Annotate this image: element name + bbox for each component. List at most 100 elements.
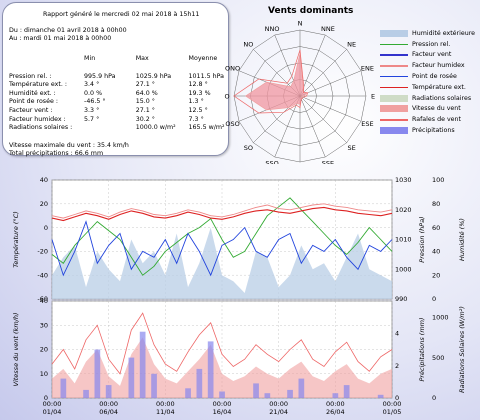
y-label-left: Vitesse du vent (km/h) <box>12 312 20 386</box>
stats-label: Radiations solaires : <box>9 124 73 132</box>
rose-direction-label: ENE <box>361 64 374 72</box>
rose-direction-label: NNE <box>321 25 335 33</box>
stats-label: Température ext. : <box>9 81 67 89</box>
legend-label: Humidité extérieure <box>412 29 476 37</box>
x-tick-time: 00:00 <box>213 400 232 408</box>
y-tick-left: 0 <box>44 394 48 402</box>
stats-table: Min Max Moyenne Pression rel. : 995.9 hPa… <box>9 55 228 132</box>
rose-spoke <box>299 49 347 97</box>
rose-direction-label: NO <box>243 41 253 49</box>
legend-swatch <box>380 29 408 37</box>
x-tick-time: 00:00 <box>99 400 118 408</box>
series-humidity <box>52 227 392 299</box>
series-humidex <box>51 203 393 219</box>
legend-item-humidex: Facteur humidex <box>380 60 475 71</box>
y-tick-left: 20 <box>40 346 48 354</box>
y-label-left: Température (°C) <box>12 211 20 268</box>
y-tick-left: 30 <box>40 321 48 329</box>
y-tick-right2: 0 <box>432 394 436 402</box>
legend-label: Pression rel. <box>412 40 451 48</box>
precip-bar <box>60 378 67 398</box>
rose-direction-label: SSO <box>265 160 278 164</box>
stats-avg: 165.5 w/m² <box>188 124 225 132</box>
max-wind: Vitesse maximale du vent : 35.4 km/h <box>9 142 129 149</box>
y-tick-right: 2 <box>395 362 399 370</box>
x-tick-date: 11/04 <box>156 408 175 416</box>
stats-label: Point de rosée : <box>9 98 58 106</box>
legend-swatch <box>380 94 408 102</box>
precip-bar <box>287 389 293 398</box>
x-tick-date: 21/04 <box>269 408 288 416</box>
y-tick-right: 4 <box>395 330 399 338</box>
precip-bar <box>377 394 384 398</box>
rose-direction-label: NNO <box>265 25 280 33</box>
rose-spoke <box>299 95 326 158</box>
rose-direction-label: SE <box>348 144 356 152</box>
stats-label: Pression rel. : <box>9 72 52 80</box>
stats-avg: 12.8 ° <box>188 81 208 89</box>
precip-bar <box>105 385 112 398</box>
stats-label: Facteur vent : <box>9 106 53 114</box>
stats-max: 1025.9 hPa <box>135 72 172 80</box>
stats-avg: 1011.5 hPa <box>188 72 224 80</box>
stats-avg: 7.3 ° <box>188 115 204 123</box>
wind-rose: NNNENEENEEESESESSESSSOSOOSOOONONONNO <box>224 19 375 164</box>
y-tick-right2: 1000 <box>432 313 449 321</box>
stats-row: Facteur vent : 3.3 ° 27.1 ° 12.5 ° <box>9 107 228 116</box>
legend-swatch <box>380 73 408 80</box>
stats-label: Humidité ext. : <box>9 89 56 97</box>
rose-direction-label: SSE <box>322 160 334 164</box>
y-tick-right: 1000 <box>395 265 412 273</box>
stats-row: Radiations solaires : 1000.0 w/m² 165.5 w/… <box>9 124 228 133</box>
rose-direction-label: ESE <box>361 120 373 128</box>
legend-label: Vitesse du vent <box>412 105 461 113</box>
rose-spoke <box>299 34 326 97</box>
precip-bar <box>207 341 214 398</box>
rose-direction-label: N <box>298 19 303 27</box>
stats-label: Facteur humidex : <box>9 115 66 123</box>
rose-direction-label: SO <box>244 144 253 152</box>
stats-row: Humidité ext. : 0.0 % 64.0 % 19.3 % <box>9 89 228 98</box>
y-label-right2: Humidité (%) <box>458 218 466 261</box>
stats-row: Pression rel. : 995.9 hPa 1025.9 hPa 1011.5… <box>9 72 228 81</box>
precip-bar <box>185 388 191 398</box>
legend-label: Radiations solaires <box>412 94 472 102</box>
report-generated: Rapport généré le mercredi 02 mai 2018 à… <box>43 11 200 18</box>
rose-direction-label: ONO <box>225 64 240 72</box>
time-series-chart: -60-40-200204099010001010102010300204060… <box>12 176 466 416</box>
y-label-right: Précipitations (mm) <box>418 317 426 381</box>
legend-item-precip: Précipitations <box>380 125 475 136</box>
legend-swatch <box>380 116 408 123</box>
stats-max: 64.0 % <box>135 89 158 97</box>
legend-item-humidity: Humidité extérieure <box>380 28 475 39</box>
stats-col-max: Max <box>135 55 149 63</box>
rose-spoke <box>299 70 362 97</box>
precip-bar <box>332 393 339 398</box>
stats-max: 27.1 ° <box>135 106 155 114</box>
rose-direction-label: OSO <box>225 120 239 128</box>
legend-label: Précipitations <box>412 127 455 135</box>
y-tick-left: 40 <box>40 176 48 184</box>
stats-avg: 19.3 % <box>188 89 211 97</box>
y-tick-right: 990 <box>395 295 407 303</box>
series-wind-speed <box>52 337 392 398</box>
rose-spoke <box>299 95 347 143</box>
precip-bar <box>343 385 350 398</box>
stats-row: Point de rosée : -46.5 ° 15.0 ° 1.3 ° <box>9 98 228 107</box>
x-tick-time: 00:00 <box>156 400 175 408</box>
x-tick-date: 01/05 <box>383 408 402 416</box>
precip-bar <box>151 373 157 399</box>
legend-label: Température ext. <box>412 83 466 91</box>
precip-bar <box>264 393 271 398</box>
y-tick-left: -20 <box>37 248 48 256</box>
stats-max: 30.2 ° <box>135 115 155 123</box>
precip-bar <box>253 383 259 398</box>
legend-swatch <box>380 62 408 69</box>
stats-col-label <box>9 55 84 64</box>
rose-direction-label: O <box>224 92 229 100</box>
y-tick-right: 1020 <box>395 206 412 214</box>
series-gusts <box>51 312 393 375</box>
legend-label: Rafales de vent <box>412 116 462 124</box>
precip-bar <box>219 391 225 398</box>
stats-min <box>84 124 136 133</box>
